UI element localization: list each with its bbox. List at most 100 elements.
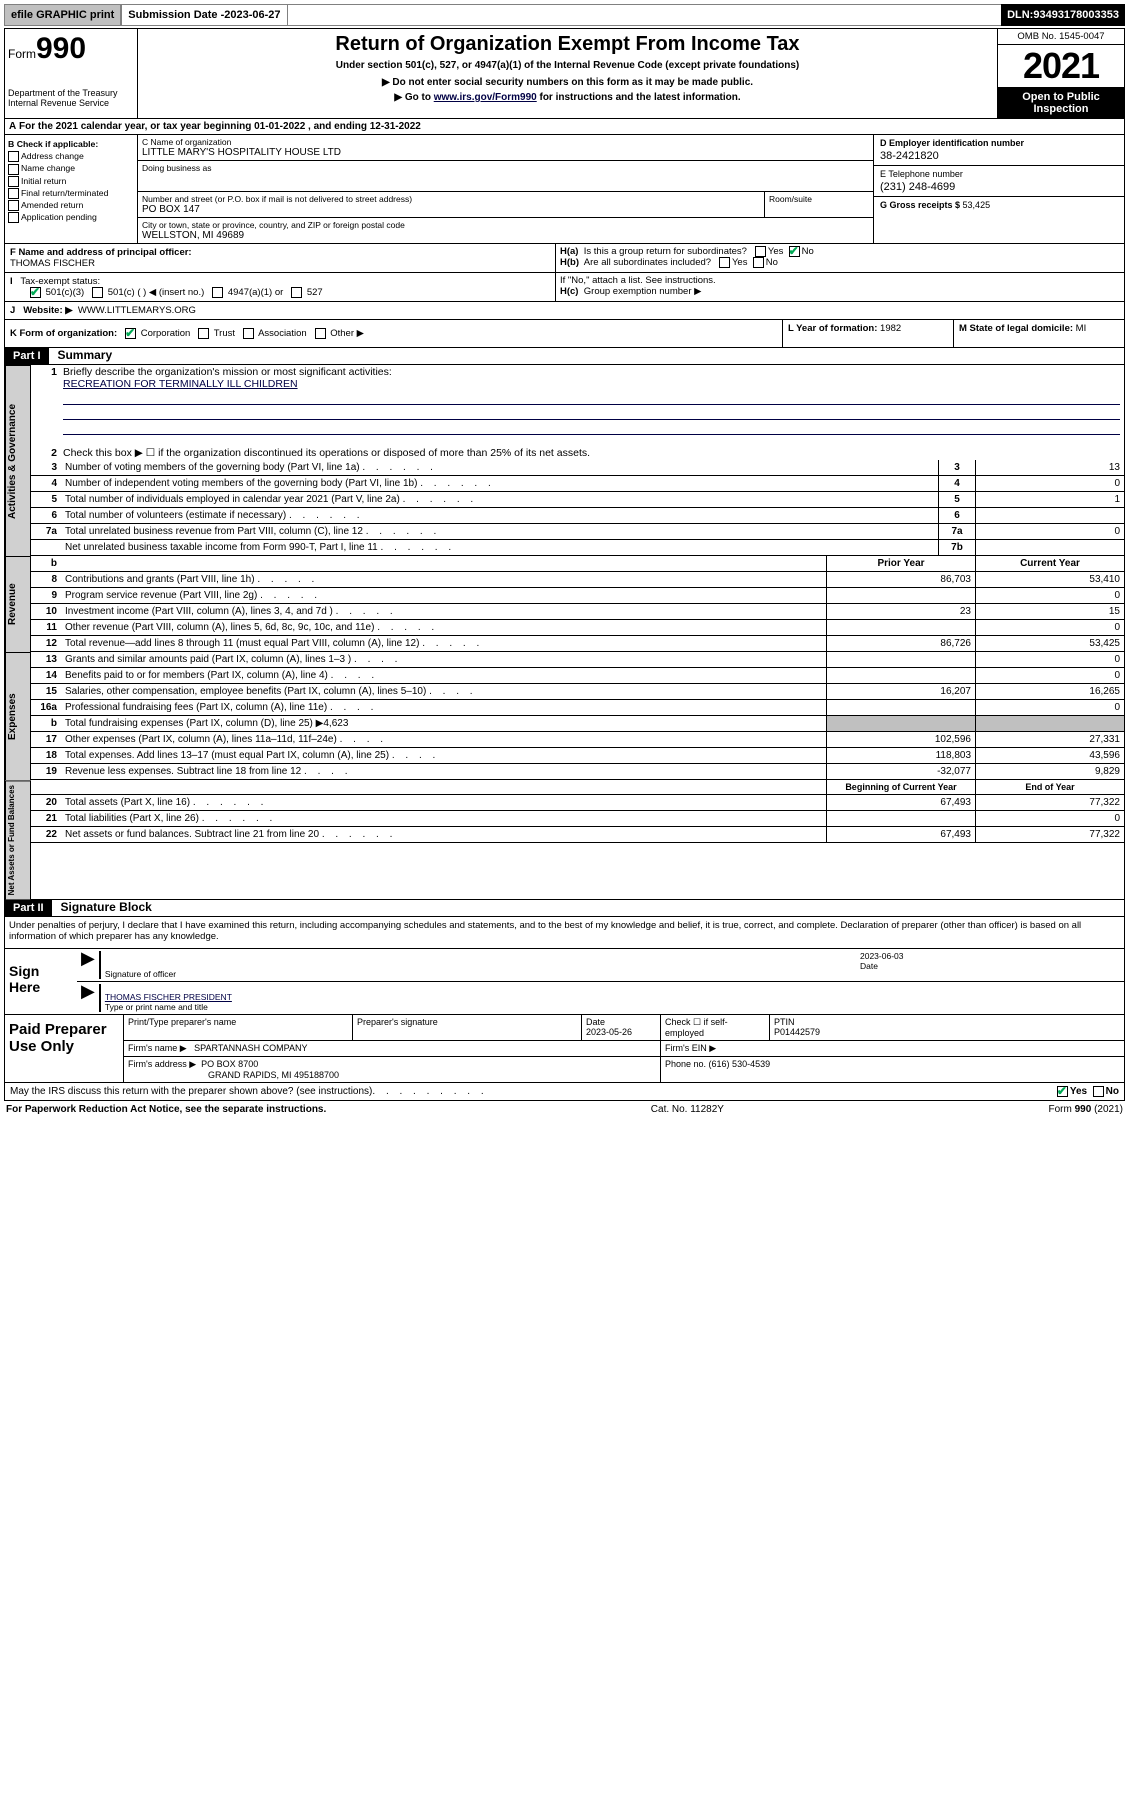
b-option: Amended return <box>8 199 134 211</box>
q2-row: 2 Check this box ▶ ☐ if the organization… <box>31 446 1124 460</box>
b-option: Initial return <box>8 175 134 187</box>
firm-phone: (616) 530-4539 <box>709 1059 771 1069</box>
k-option: Association <box>243 328 315 339</box>
c-name-label: C Name of organization <box>142 137 231 147</box>
b-checkbox[interactable] <box>8 212 19 223</box>
l-value: 1982 <box>880 323 901 334</box>
officer-name: THOMAS FISCHER <box>10 258 95 269</box>
table-row: 21Total liabilities (Part X, line 26) . … <box>31 811 1124 827</box>
b-checkbox[interactable] <box>8 164 19 175</box>
firm-addr-2: GRAND RAPIDS, MI 495188700 <box>208 1070 339 1080</box>
firm-addr-1: PO BOX 8700 <box>201 1059 258 1069</box>
form-title: Return of Organization Exempt From Incom… <box>142 33 993 56</box>
k-option: Corporation <box>125 328 198 339</box>
table-row: bTotal fundraising expenses (Part IX, co… <box>31 716 1124 732</box>
b-checkbox[interactable] <box>8 151 19 162</box>
b-option: Address change <box>8 150 134 162</box>
sig-date-box: 2023-06-03 Date <box>854 951 1120 979</box>
revenue-body: b Prior Year Current Year 8Contributions… <box>31 556 1124 652</box>
j-box: J Website: ▶ WWW.LITTLEMARYS.ORG <box>5 302 1124 319</box>
b-checkbox[interactable] <box>8 176 19 187</box>
may-yes-checkbox[interactable] <box>1057 1086 1068 1097</box>
ein-value: 38-2421820 <box>880 150 1118 162</box>
e-box: E Telephone number (231) 248-4699 <box>874 166 1124 197</box>
hb-note: If "No," attach a list. See instructions… <box>560 275 716 286</box>
netassets-body: Beginning of Current Year End of Year 20… <box>31 780 1124 899</box>
firm-name-label: Firm's name ▶ <box>128 1043 187 1053</box>
col-b: B Check if applicable: Address changeNam… <box>5 135 138 243</box>
mission-value[interactable]: RECREATION FOR TERMINALLY ILL CHILDREN <box>63 378 298 390</box>
b-checkbox[interactable] <box>8 188 19 199</box>
q1-body: Briefly describe the organization's miss… <box>57 366 1120 435</box>
j-label: J <box>10 305 15 316</box>
dept-label: Department of the Treasury <box>8 88 134 98</box>
underline-3 <box>63 423 1120 435</box>
table-row: 18Total expenses. Add lines 13–17 (must … <box>31 748 1124 764</box>
efile-button[interactable]: efile GRAPHIC print <box>4 4 121 26</box>
preparer-date-box: Date 2023-05-26 <box>582 1015 661 1041</box>
colhdr-b: b <box>31 556 61 572</box>
d-box: D Employer identification number 38-2421… <box>874 135 1124 166</box>
i-checkbox[interactable] <box>212 287 223 298</box>
table-row: 19Revenue less expenses. Subtract line 1… <box>31 764 1124 780</box>
k-checkbox[interactable] <box>125 328 136 339</box>
declaration-text: Under penalties of perjury, I declare th… <box>5 917 1124 948</box>
i-checkbox[interactable] <box>30 287 41 298</box>
c-dba-box: Doing business as <box>138 161 873 192</box>
paid-r1: Print/Type preparer's name Preparer's si… <box>124 1015 1125 1041</box>
page-footer: For Paperwork Reduction Act Notice, see … <box>4 1101 1125 1118</box>
table-row: 5Total number of individuals employed in… <box>31 492 1124 508</box>
hb-yes-checkbox[interactable] <box>719 257 730 268</box>
i-option: 501(c) ( ) ◀ (insert no.) <box>92 287 212 298</box>
k-checkbox[interactable] <box>198 328 209 339</box>
b-label: B Check if applicable: <box>8 139 98 149</box>
i-checkbox[interactable] <box>291 287 302 298</box>
table-row: 9Program service revenue (Part VIII, lin… <box>31 588 1124 604</box>
q2-num: 2 <box>35 447 57 459</box>
row-i: I Tax-exempt status: 501(c)(3) 501(c) ( … <box>5 273 1124 302</box>
vtab-governance: Activities & Governance <box>5 365 31 556</box>
ha-label: H(a) <box>560 246 578 257</box>
subdate-label: Submission Date - <box>128 9 224 21</box>
officer-name-title[interactable]: THOMAS FISCHER PRESIDENT <box>105 992 1120 1002</box>
form-num: 990 <box>36 32 86 65</box>
table-row: 22Net assets or fund balances. Subtract … <box>31 827 1124 843</box>
section-governance: Activities & Governance 1 Briefly descri… <box>5 365 1124 556</box>
paid-r2: Firm's name ▶ SPARTANNASH COMPANY Firm's… <box>124 1041 1125 1057</box>
hc-text: Group exemption number ▶ <box>584 286 702 297</box>
l-box: L Year of formation: 1982 <box>783 320 954 347</box>
block-bcdeg: B Check if applicable: Address changeNam… <box>5 135 1124 243</box>
hb-note-box: If "No," attach a list. See instructions… <box>556 273 1124 301</box>
table-row: 11Other revenue (Part VIII, column (A), … <box>31 620 1124 636</box>
hb-no-checkbox[interactable] <box>753 257 764 268</box>
dba-label: Doing business as <box>142 163 211 173</box>
ptin-value: P01442579 <box>774 1027 820 1037</box>
k-checkbox[interactable] <box>315 328 326 339</box>
sig-date-label: Date <box>860 961 878 971</box>
m-value: MI <box>1076 323 1087 334</box>
m-box: M State of legal domicile: MI <box>954 320 1124 347</box>
name-title-label: Type or print name and title <box>105 1002 1120 1012</box>
c-city-box: City or town, state or province, country… <box>138 218 873 243</box>
e-label: E Telephone number <box>880 169 963 179</box>
irs-label: Internal Revenue Service <box>8 98 134 108</box>
q2-text: Check this box ▶ ☐ if the organization d… <box>57 447 1120 459</box>
firm-phone-label: Phone no. <box>665 1059 709 1069</box>
ha-yes-checkbox[interactable] <box>755 246 766 257</box>
g-label: G Gross receipts $ <box>880 200 963 210</box>
k-checkbox[interactable] <box>243 328 254 339</box>
na-hdr-blanknum <box>31 780 61 795</box>
may-no-checkbox[interactable] <box>1093 1086 1104 1097</box>
irs-link[interactable]: www.irs.gov/Form990 <box>434 92 537 103</box>
ha-no-checkbox[interactable] <box>789 246 800 257</box>
i-option: 4947(a)(1) or <box>212 287 291 298</box>
i-checkbox[interactable] <box>92 287 103 298</box>
part1-header: Part I Summary <box>5 347 1124 365</box>
hb-label: H(b) <box>560 257 579 268</box>
city-label: City or town, state or province, country… <box>142 220 405 230</box>
preparer-name-label: Print/Type preparer's name <box>124 1015 353 1041</box>
colhdr-current: Current Year <box>976 556 1125 572</box>
b-option: Name change <box>8 162 134 174</box>
b-checkbox[interactable] <box>8 200 19 211</box>
table-row: 13Grants and similar amounts paid (Part … <box>31 652 1124 668</box>
